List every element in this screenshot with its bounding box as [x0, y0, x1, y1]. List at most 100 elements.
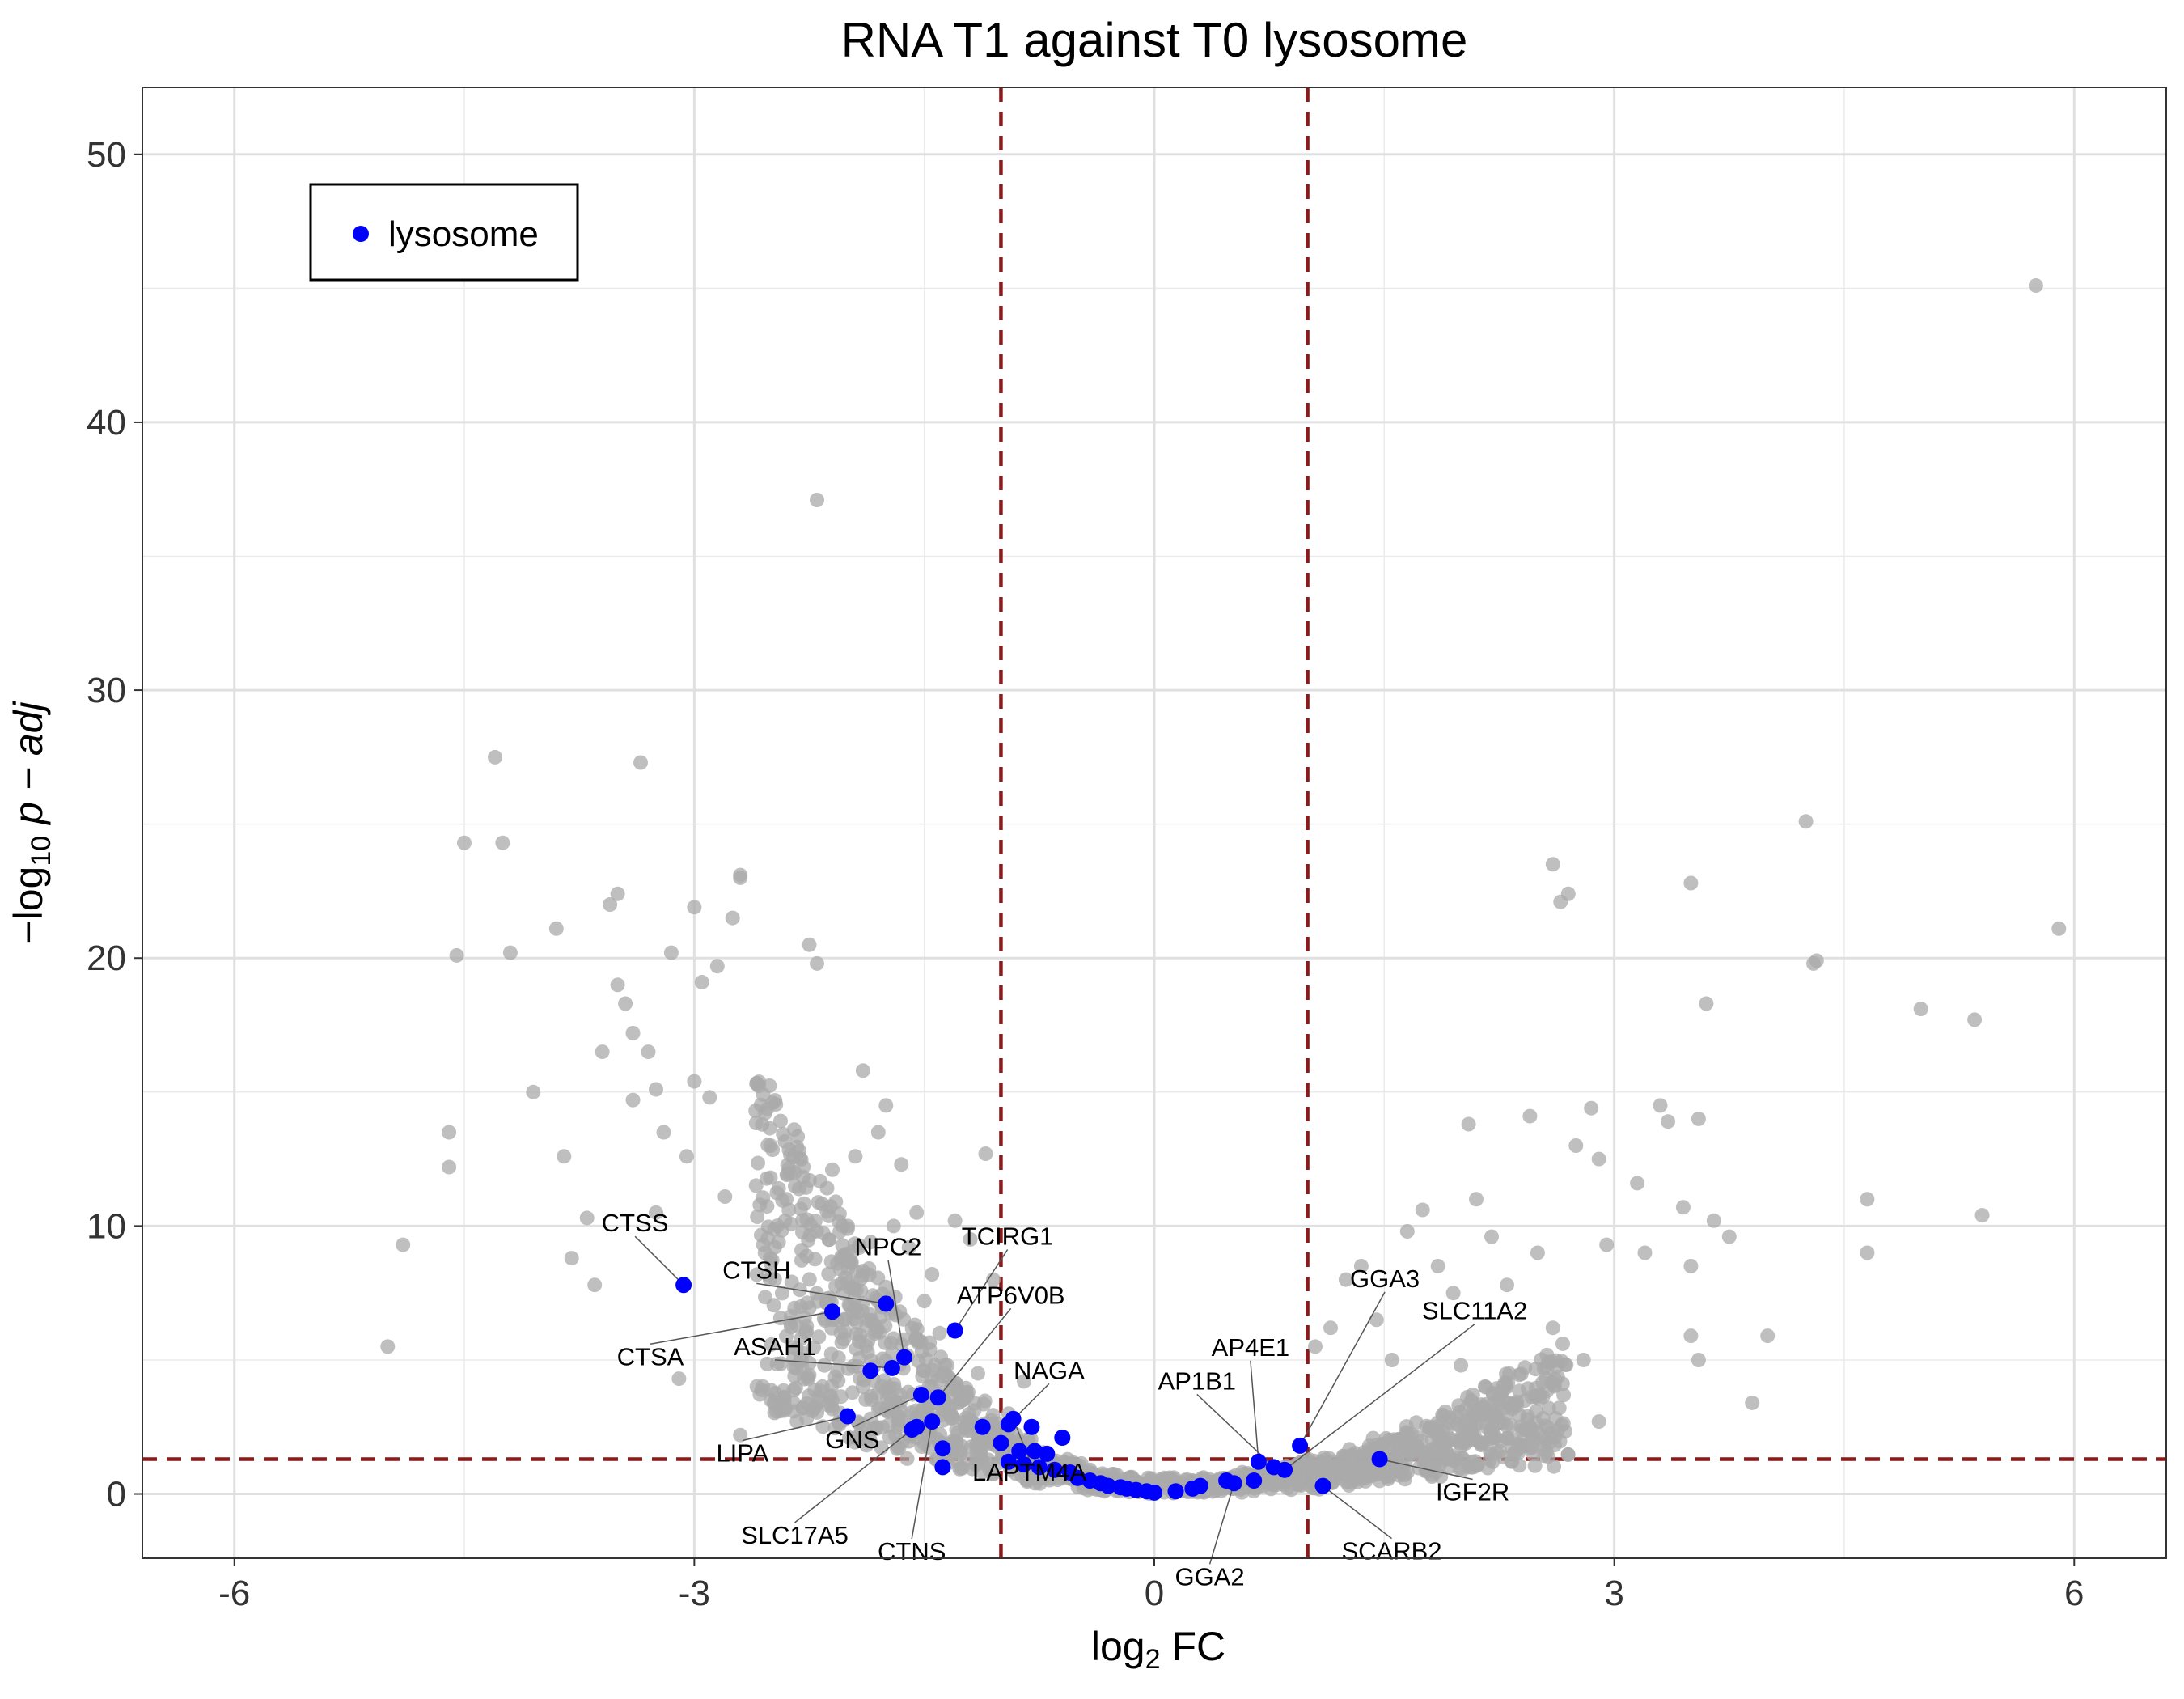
gene-point: [1691, 1353, 1706, 1367]
gene-point: [1555, 1336, 1570, 1351]
gene-point: [949, 1422, 964, 1438]
gene-point: [1415, 1202, 1430, 1218]
gene-point: [842, 1298, 857, 1313]
gene-label: SCARB2: [1341, 1537, 1441, 1566]
gene-point: [870, 1125, 886, 1140]
gene-point: [750, 1210, 765, 1224]
gene-point: [772, 1311, 788, 1325]
gene-point: [1455, 1451, 1471, 1466]
lysosome-point: [1146, 1484, 1162, 1501]
gene-point: [774, 1222, 789, 1238]
gene-point: [1339, 1475, 1354, 1490]
y-tick-label: 30: [87, 671, 126, 710]
gene-point: [860, 1345, 875, 1360]
gene-point: [1550, 1369, 1565, 1384]
gene-point: [1293, 1468, 1308, 1483]
y-tick-label: 40: [87, 403, 126, 443]
gene-point: [1860, 1192, 1875, 1207]
lysosome-point: [1039, 1445, 1056, 1462]
lysosome-point: [1046, 1461, 1063, 1478]
lysosome-point: [1000, 1453, 1017, 1470]
gene-point: [894, 1157, 909, 1172]
lysosome-point: [1023, 1418, 1040, 1435]
leader-line: [742, 1415, 849, 1442]
gene-point: [1551, 1400, 1567, 1416]
gene-point: [1454, 1429, 1470, 1444]
gene-point: [855, 1063, 870, 1078]
lysosome-point: [824, 1303, 840, 1320]
gene-point: [1691, 1111, 1706, 1126]
gene-point: [811, 1195, 826, 1210]
gene-point: [781, 1161, 797, 1176]
gene-label: NAGA: [1014, 1356, 1085, 1384]
gene-point: [610, 977, 625, 993]
gene-point: [380, 1339, 396, 1354]
gene-point: [1032, 1476, 1048, 1491]
gene-point: [802, 937, 817, 952]
lysosome-point: [924, 1413, 941, 1430]
gene-point: [1974, 1208, 1990, 1223]
lysosome-point: [1069, 1469, 1086, 1486]
gene-point: [548, 921, 564, 936]
lysosome-point: [1011, 1443, 1028, 1460]
gene-point: [978, 1146, 993, 1161]
y-tick-label: 20: [87, 938, 126, 978]
gene-point: [1461, 1116, 1476, 1132]
gene-point: [1683, 1259, 1699, 1273]
lysosome-point: [896, 1349, 912, 1366]
gene-point: [799, 1212, 815, 1227]
gene-point: [911, 1354, 926, 1369]
gene-label: SLC17A5: [741, 1521, 849, 1549]
gene-point: [799, 1411, 815, 1426]
gene-point: [1469, 1192, 1484, 1207]
gene-point: [838, 1311, 853, 1327]
gene-label: CTSH: [722, 1256, 790, 1284]
lysosome-points: [675, 1277, 1388, 1501]
gene-point: [1484, 1229, 1499, 1244]
gene-point: [725, 910, 740, 926]
gene-point: [850, 1359, 866, 1374]
gene-point: [798, 1180, 814, 1195]
gene-point: [1512, 1383, 1527, 1399]
gene-point: [1409, 1430, 1424, 1445]
gene-point: [969, 1451, 984, 1465]
gene-point: [1527, 1458, 1543, 1473]
gene-point: [942, 1370, 957, 1385]
gene-point: [935, 1403, 950, 1418]
gene-point: [557, 1149, 572, 1164]
gene-point: [773, 1113, 788, 1129]
gene-label: LAPTM4A: [972, 1458, 1087, 1486]
legend: lysosome: [309, 183, 579, 282]
gene-point: [848, 1149, 863, 1164]
gene-point: [595, 1044, 610, 1060]
gene-point: [834, 1335, 849, 1350]
legend-lysosome-label: lysosome: [388, 214, 539, 254]
leader-line: [1299, 1291, 1386, 1447]
gene-point: [854, 1423, 869, 1438]
lysosome-point: [1026, 1443, 1043, 1460]
gene-point: [789, 1318, 804, 1333]
gene-point: [806, 1340, 821, 1355]
lysosome-point: [912, 1387, 929, 1403]
leader-line: [1208, 1483, 1235, 1565]
chart-title: RNA T1 against T0 lysosome: [841, 13, 1468, 67]
gene-point: [1488, 1410, 1504, 1426]
x-axis-title: log2 FC: [1091, 1624, 1225, 1675]
lysosome-point: [1100, 1477, 1117, 1494]
gene-point: [1369, 1467, 1384, 1482]
gene-point: [1560, 1447, 1576, 1462]
leader-line: [1379, 1458, 1473, 1481]
gene-point: [794, 1243, 809, 1258]
gene-point: [1475, 1435, 1491, 1451]
lysosome-point: [1225, 1475, 1242, 1492]
gene-point: [603, 897, 618, 912]
gene-point: [1500, 1277, 1514, 1293]
gene-point: [1397, 1472, 1412, 1487]
gene-point: [788, 1380, 803, 1396]
gene-point: [764, 1392, 779, 1408]
gene-label: IGF2R: [1436, 1478, 1509, 1506]
gene-point: [1485, 1454, 1500, 1469]
gene-point: [947, 1434, 963, 1449]
gene-point: [807, 1399, 823, 1414]
leader-line: [1250, 1360, 1259, 1462]
